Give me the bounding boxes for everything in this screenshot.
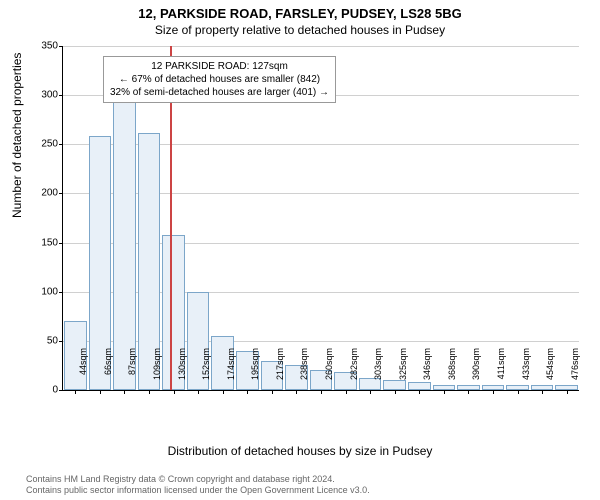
xtick-mark xyxy=(124,390,125,394)
xtick-mark xyxy=(518,390,519,394)
ytick-label: 300 xyxy=(18,90,58,101)
xtick-label: 282sqm xyxy=(349,348,359,394)
xtick-label: 368sqm xyxy=(447,348,457,394)
xtick-mark xyxy=(567,390,568,394)
ytick-mark xyxy=(59,390,63,391)
xtick-label: 152sqm xyxy=(201,348,211,394)
annotation-line: 32% of semi-detached houses are larger (… xyxy=(110,86,329,99)
chart-title-address: 12, PARKSIDE ROAD, FARSLEY, PUDSEY, LS28… xyxy=(0,0,600,21)
xtick-label: 433sqm xyxy=(521,348,531,394)
xtick-label: 476sqm xyxy=(570,348,580,394)
annotation-line: 12 PARKSIDE ROAD: 127sqm xyxy=(110,60,329,73)
xtick-label: 390sqm xyxy=(471,348,481,394)
xtick-label: 44sqm xyxy=(78,348,88,394)
footer-line-2: Contains public sector information licen… xyxy=(26,485,370,496)
ytick-label: 200 xyxy=(18,188,58,199)
xtick-label: 454sqm xyxy=(545,348,555,394)
xtick-label: 346sqm xyxy=(422,348,432,394)
xtick-label: 303sqm xyxy=(373,348,383,394)
xtick-mark xyxy=(395,390,396,394)
annotation-box: 12 PARKSIDE ROAD: 127sqm← 67% of detache… xyxy=(103,56,336,103)
grid-line xyxy=(63,46,579,47)
xtick-mark xyxy=(247,390,248,394)
chart-title-subtitle: Size of property relative to detached ho… xyxy=(0,23,600,37)
ytick-mark xyxy=(59,95,63,96)
xtick-mark xyxy=(542,390,543,394)
attribution-footer: Contains HM Land Registry data © Crown c… xyxy=(26,474,370,497)
xtick-mark xyxy=(419,390,420,394)
xtick-mark xyxy=(174,390,175,394)
xtick-mark xyxy=(370,390,371,394)
xtick-mark xyxy=(321,390,322,394)
annotation-line: ← 67% of detached houses are smaller (84… xyxy=(110,73,329,86)
ytick-mark xyxy=(59,243,63,244)
ytick-mark xyxy=(59,193,63,194)
xtick-mark xyxy=(444,390,445,394)
ytick-label: 350 xyxy=(18,41,58,52)
x-axis-label: Distribution of detached houses by size … xyxy=(0,444,600,458)
xtick-mark xyxy=(100,390,101,394)
xtick-label: 238sqm xyxy=(299,348,309,394)
xtick-label: 325sqm xyxy=(398,348,408,394)
ytick-label: 150 xyxy=(18,237,58,248)
xtick-mark xyxy=(198,390,199,394)
xtick-label: 130sqm xyxy=(177,348,187,394)
histogram-bar xyxy=(113,95,136,390)
chart-container: 12, PARKSIDE ROAD, FARSLEY, PUDSEY, LS28… xyxy=(0,0,600,500)
xtick-mark xyxy=(346,390,347,394)
xtick-label: 87sqm xyxy=(127,348,137,394)
xtick-mark xyxy=(296,390,297,394)
plot-area: 44sqm 66sqm 87sqm 109sqm 130sqm 152sqm 174sqm 1… xyxy=(62,46,579,391)
xtick-mark xyxy=(468,390,469,394)
ytick-mark xyxy=(59,46,63,47)
ytick-mark xyxy=(59,341,63,342)
xtick-label: 174sqm xyxy=(226,348,236,394)
xtick-label: 195sqm xyxy=(250,348,260,394)
xtick-mark xyxy=(272,390,273,394)
ytick-mark xyxy=(59,292,63,293)
ytick-label: 0 xyxy=(18,385,58,396)
ytick-label: 100 xyxy=(18,286,58,297)
xtick-mark xyxy=(223,390,224,394)
ytick-label: 50 xyxy=(18,335,58,346)
ytick-mark xyxy=(59,144,63,145)
xtick-label: 411sqm xyxy=(496,348,506,394)
xtick-label: 109sqm xyxy=(152,348,162,394)
xtick-label: 217sqm xyxy=(275,348,285,394)
xtick-label: 260sqm xyxy=(324,348,334,394)
xtick-mark xyxy=(75,390,76,394)
footer-line-1: Contains HM Land Registry data © Crown c… xyxy=(26,474,370,485)
ytick-label: 250 xyxy=(18,139,58,150)
xtick-mark xyxy=(149,390,150,394)
xtick-label: 66sqm xyxy=(103,348,113,394)
xtick-mark xyxy=(493,390,494,394)
